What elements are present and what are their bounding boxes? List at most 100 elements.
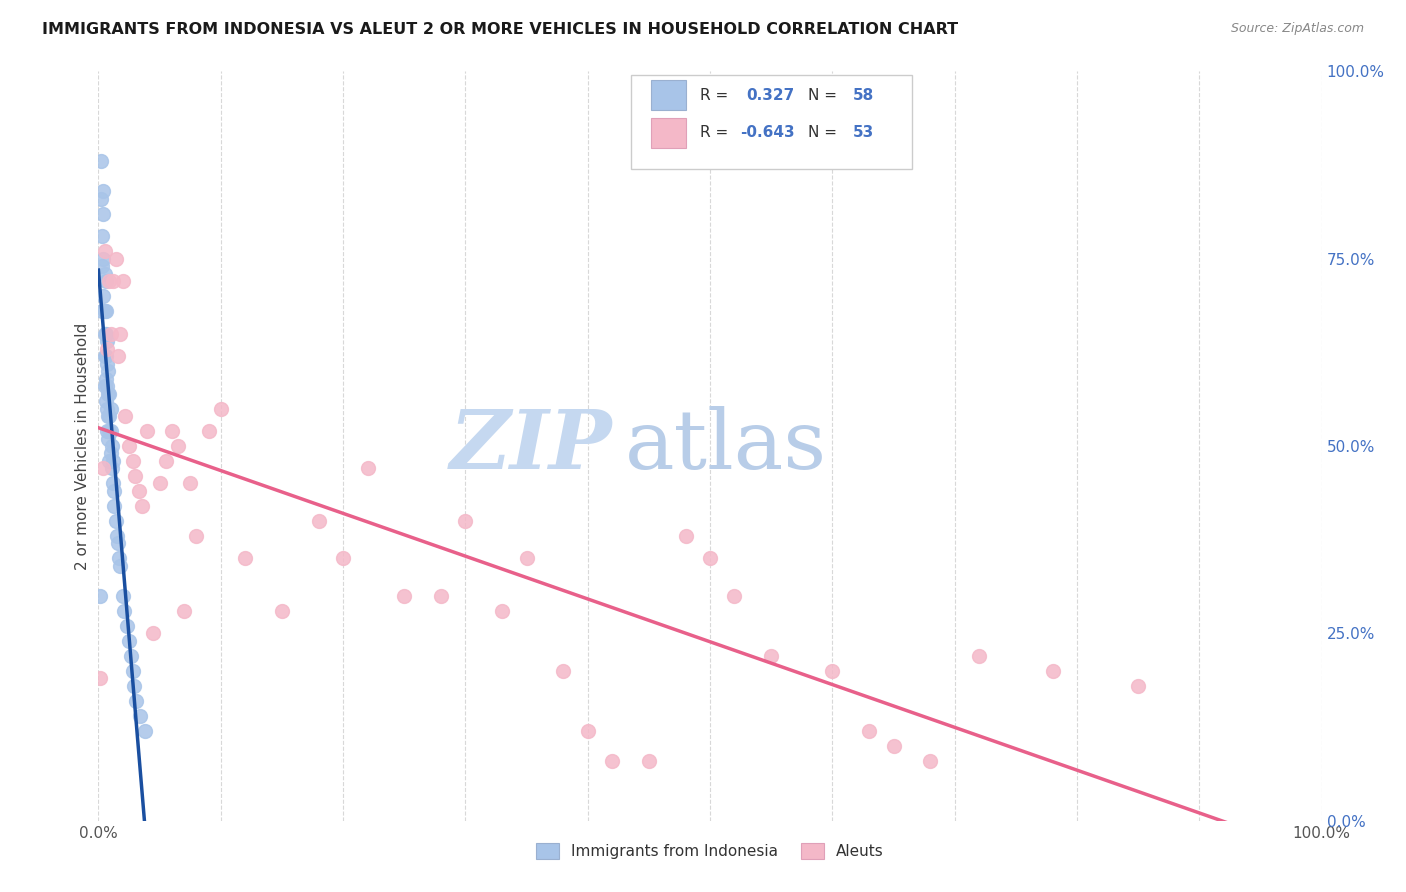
Point [97,364,120,378]
Text: -0.643: -0.643 [741,125,796,140]
Point [356,461,378,475]
Point [96,334,118,348]
Point [131,499,153,513]
Point [209,401,232,416]
Point [91,289,114,303]
Point [883,739,905,753]
Point [430,589,453,603]
Point [122,679,145,693]
Point [91,259,114,273]
Point [94,274,117,288]
Point [101,274,124,288]
Point [98,409,121,423]
Point [101,461,124,475]
Point [91,461,114,475]
Point [97,409,120,423]
Text: N =: N = [808,125,842,140]
Point [112,604,135,618]
Point [699,551,721,566]
Point [98,386,121,401]
Point [142,626,165,640]
Point [100,401,122,416]
Point [125,694,148,708]
Point [96,401,118,416]
Point [94,326,117,341]
Point [149,476,172,491]
Point [107,536,129,550]
Point [100,446,122,460]
Bar [651,118,686,148]
Point [103,499,125,513]
Point [97,432,120,446]
Point [105,529,128,543]
Point [110,326,132,341]
Point [600,754,623,768]
Point [96,357,118,371]
Point [821,664,844,678]
Point [233,551,256,566]
Point [186,529,208,543]
Point [98,454,121,468]
Point [332,551,354,566]
Point [100,326,122,341]
Point [121,454,143,468]
Point [134,723,156,738]
Point [197,424,219,438]
Point [173,604,195,618]
Point [96,379,118,393]
Point [110,558,132,573]
Text: R =: R = [700,87,734,103]
Point [93,326,115,341]
Point [576,723,599,738]
Point [104,514,127,528]
Point [107,349,129,363]
Point [103,483,125,498]
Text: 58: 58 [853,87,875,103]
Point [179,476,201,491]
Point [124,469,146,483]
Point [90,192,112,206]
Point [128,483,150,498]
Point [1042,664,1064,678]
Point [115,619,138,633]
Point [98,274,121,288]
Point [1128,679,1150,693]
Point [91,207,114,221]
Point [761,648,783,663]
Point [111,589,134,603]
Point [118,439,141,453]
Point [104,252,127,266]
Bar [651,80,686,111]
Point [91,304,114,318]
Legend: Immigrants from Indonesia, Aleuts: Immigrants from Indonesia, Aleuts [530,838,890,865]
Point [101,454,124,468]
Point [89,589,111,603]
Point [491,604,513,618]
Point [967,648,990,663]
Point [101,476,124,491]
Point [94,349,117,363]
Point [121,664,143,678]
Point [91,229,114,244]
Point [96,342,118,356]
Text: Source: ZipAtlas.com: Source: ZipAtlas.com [1230,22,1364,36]
Point [553,664,575,678]
Point [98,424,121,438]
Point [155,454,177,468]
Point [675,529,697,543]
Point [97,386,120,401]
Point [392,589,416,603]
Point [93,267,115,281]
Point [270,604,294,618]
Point [96,424,118,438]
Y-axis label: 2 or more Vehicles in Household: 2 or more Vehicles in Household [75,322,90,570]
Text: N =: N = [808,87,842,103]
Point [93,244,115,259]
FancyBboxPatch shape [630,75,912,169]
Text: 53: 53 [853,125,875,140]
Point [118,633,141,648]
Point [160,424,183,438]
Text: IMMIGRANTS FROM INDONESIA VS ALEUT 2 OR MORE VEHICLES IN HOUSEHOLD CORRELATION C: IMMIGRANTS FROM INDONESIA VS ALEUT 2 OR … [42,22,959,37]
Point [108,551,131,566]
Point [89,671,111,685]
